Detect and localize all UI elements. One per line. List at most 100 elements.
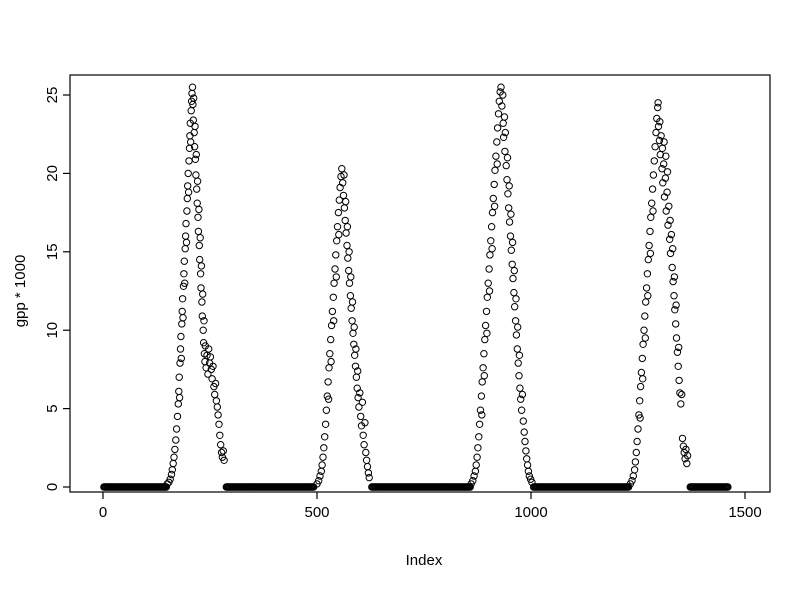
data-point (193, 177, 202, 185)
data-point (636, 397, 644, 405)
data-point (487, 237, 495, 245)
data-point (360, 441, 368, 449)
plot-area: 0 500 1000 1500 0 5 10 15 20 25 (44, 83, 762, 521)
data-point (482, 307, 491, 316)
data-point (485, 265, 493, 273)
data-point (205, 345, 213, 353)
data-point (348, 298, 357, 306)
data-point (196, 270, 205, 278)
data-point (359, 431, 367, 439)
data-point (645, 241, 653, 250)
data-point (339, 179, 347, 187)
data-point (181, 279, 189, 287)
data-point (198, 298, 206, 306)
data-point (511, 317, 520, 325)
data-point (184, 188, 193, 196)
data-point (478, 411, 486, 419)
data-point (510, 266, 518, 275)
data-point (324, 378, 332, 386)
data-point (505, 204, 513, 212)
data-point (670, 273, 679, 281)
data-point (672, 320, 680, 328)
data-point (339, 191, 348, 200)
data-point (321, 433, 329, 441)
data-point (344, 254, 352, 262)
x-axis-label: Index (406, 552, 443, 569)
data-point (183, 207, 191, 215)
data-point (197, 284, 205, 292)
data-point (683, 459, 691, 468)
data-point (478, 378, 486, 386)
data-point (184, 169, 192, 178)
data-point (521, 437, 529, 446)
data-point (345, 266, 353, 275)
data-point (363, 462, 372, 471)
data-point (338, 165, 346, 173)
data-point (349, 329, 357, 337)
data-point (514, 323, 522, 331)
data-point (660, 138, 668, 146)
data-point (648, 185, 657, 193)
data-point (186, 132, 194, 140)
data-point (180, 257, 189, 265)
data-point (365, 473, 373, 482)
data-point (333, 237, 341, 245)
data-point (187, 138, 195, 146)
y-tick-label: 0 (44, 483, 61, 491)
data-point (639, 375, 647, 383)
data-point (483, 293, 491, 301)
data-point (480, 372, 488, 380)
data-point (182, 238, 191, 247)
data-point (343, 241, 351, 250)
y-axis-label: gpp * 1000 (12, 255, 29, 328)
data-point (196, 234, 204, 242)
data-point (200, 317, 208, 325)
data-point (667, 230, 676, 239)
data-point (351, 362, 360, 370)
data-point (175, 387, 183, 396)
data-point (327, 335, 335, 344)
data-point (321, 420, 330, 428)
data-point (477, 392, 486, 400)
data-point (683, 451, 692, 460)
data-point (646, 249, 655, 258)
data-point (678, 434, 687, 443)
data-point (182, 219, 190, 228)
data-point (484, 279, 492, 287)
data-point (191, 155, 200, 164)
data-point (355, 403, 363, 411)
data-point (636, 382, 645, 391)
data-point (676, 389, 684, 397)
data-point (511, 303, 519, 311)
data-point (342, 229, 350, 237)
data-point (497, 83, 505, 91)
data-point (215, 420, 223, 428)
data-point (217, 448, 226, 457)
data-point (666, 235, 674, 244)
data-point (192, 171, 200, 179)
data-point (199, 290, 207, 298)
data-point (341, 216, 349, 225)
data-point (639, 340, 647, 348)
data-point (208, 375, 216, 383)
data-point (506, 232, 515, 240)
data-point (647, 213, 655, 222)
data-point (666, 249, 675, 258)
data-point (330, 279, 338, 287)
data-point (509, 274, 517, 283)
data-point (494, 110, 503, 118)
data-point (195, 205, 203, 214)
data-point (327, 321, 336, 330)
data-point (724, 483, 732, 491)
data-point (628, 477, 636, 485)
data-point (193, 199, 201, 207)
data-point (638, 354, 646, 363)
data-point (519, 417, 527, 425)
data-point (672, 301, 680, 309)
data-point (354, 393, 362, 402)
data-point (632, 448, 640, 457)
data-point (327, 357, 335, 366)
data-point (493, 138, 501, 146)
data-point (508, 260, 516, 268)
